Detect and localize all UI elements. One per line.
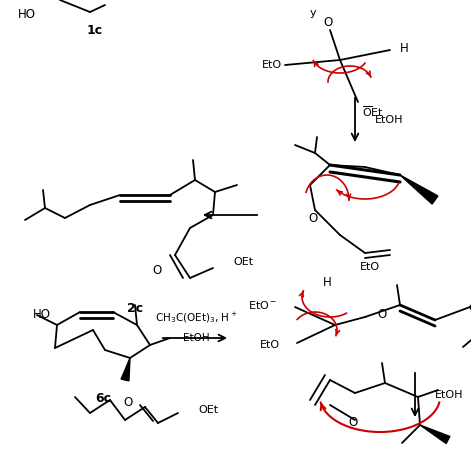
Text: EtOH: EtOH: [435, 390, 463, 400]
Text: O: O: [124, 397, 133, 409]
Text: EtO: EtO: [260, 340, 280, 350]
Text: O: O: [309, 212, 317, 226]
Text: EtOH: EtOH: [183, 333, 209, 343]
Polygon shape: [121, 358, 130, 381]
Text: O: O: [348, 416, 357, 430]
Text: OEt: OEt: [198, 405, 218, 415]
Text: CH$_3$C(OEt)$_3$, H$^+$: CH$_3$C(OEt)$_3$, H$^+$: [155, 311, 237, 325]
Text: H: H: [400, 41, 409, 55]
Text: 6c: 6c: [95, 391, 111, 405]
Polygon shape: [400, 175, 438, 204]
Text: HO: HO: [33, 309, 51, 322]
Text: EtOH: EtOH: [375, 115, 404, 125]
Text: H: H: [323, 276, 332, 290]
Text: EtO$^-$: EtO$^-$: [248, 299, 277, 311]
Text: EtO: EtO: [262, 60, 282, 70]
Text: EtO: EtO: [360, 262, 380, 272]
Text: y: y: [310, 8, 317, 18]
Text: O: O: [324, 16, 333, 29]
Polygon shape: [420, 425, 450, 444]
Text: $\overline{\rm O}$Et: $\overline{\rm O}$Et: [362, 105, 384, 119]
Text: O: O: [377, 309, 386, 322]
Text: 1c: 1c: [87, 24, 103, 36]
Text: OEt: OEt: [233, 257, 253, 267]
Text: HO: HO: [18, 8, 36, 21]
Text: 2c: 2c: [127, 301, 143, 315]
Text: O: O: [153, 263, 162, 276]
